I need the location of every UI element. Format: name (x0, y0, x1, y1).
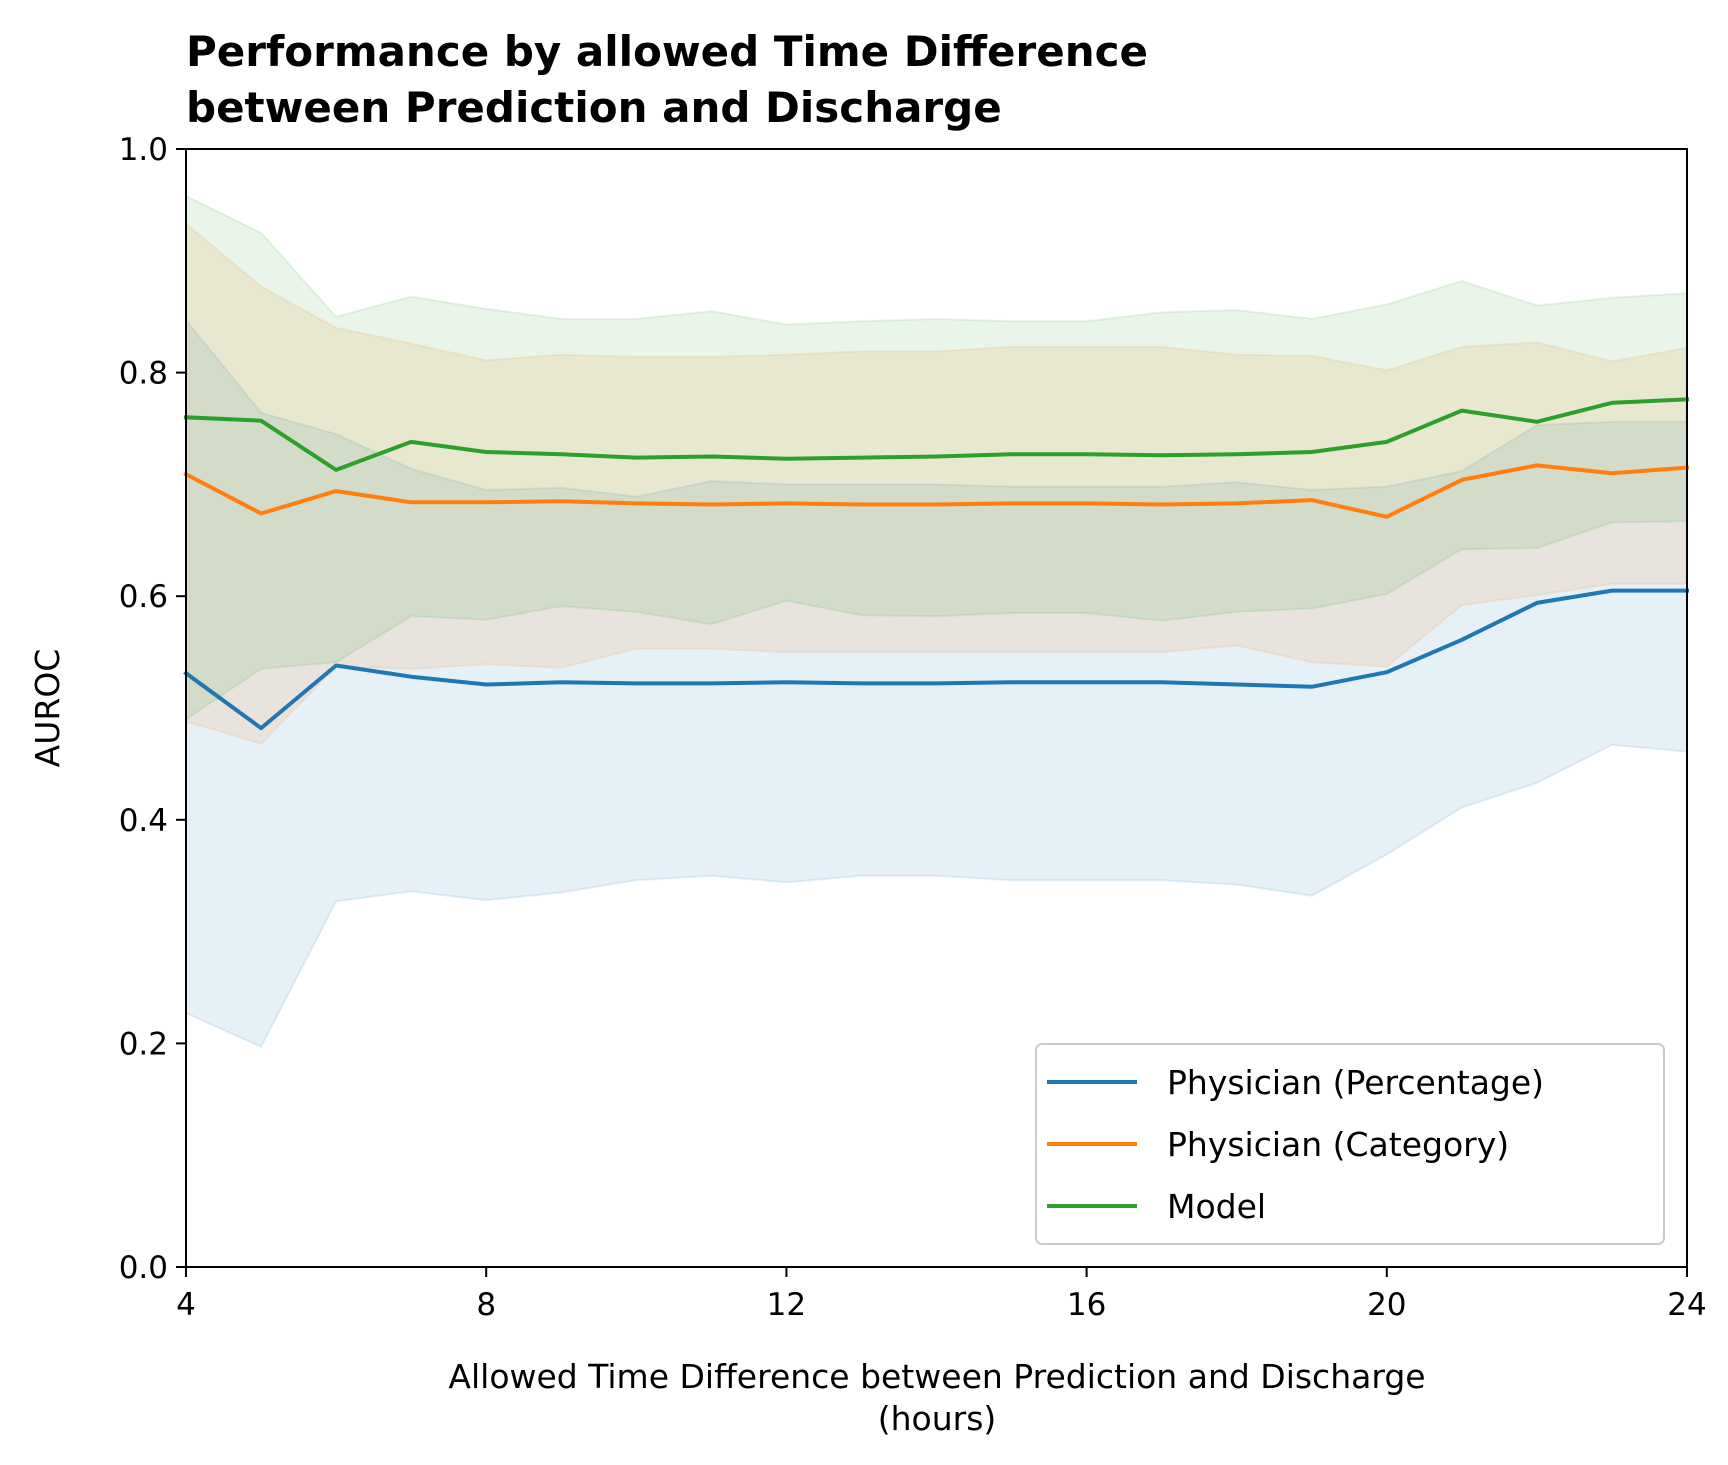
legend-label-2: Model (1167, 1187, 1266, 1226)
legend: Physician (Percentage) Physician (Categor… (1035, 1043, 1665, 1245)
y-tick-label: 0.2 (119, 1026, 168, 1062)
plot-frame (185, 148, 1688, 1268)
legend-label-0: Physician (Percentage) (1167, 1063, 1544, 1102)
x-tick-label: 16 (1067, 1287, 1106, 1323)
x-axis-label-line-2: (hours) (878, 1399, 997, 1438)
x-axis-label-line-1: Allowed Time Difference between Predicti… (448, 1357, 1425, 1396)
x-tick-label: 24 (1667, 1287, 1706, 1323)
x-tick-label: 4 (176, 1287, 196, 1323)
series-line-2 (183, 397, 1690, 472)
y-tick-label: 0.4 (119, 803, 168, 839)
chart-title-line-1: Performance by allowed Time Difference (186, 27, 1148, 76)
x-tick-label: 8 (476, 1287, 496, 1323)
x-tick-label: 12 (767, 1287, 806, 1323)
legend-label-1: Physician (Category) (1167, 1125, 1509, 1164)
series-lines (183, 397, 1690, 731)
legend-box (1035, 1043, 1665, 1245)
chart-title-line-2: between Prediction and Discharge (186, 83, 1002, 132)
y-tick-label: 0.8 (119, 356, 168, 392)
y-axis-label: AUROC (28, 649, 67, 768)
series-line-1 (183, 463, 1690, 519)
y-tick-label: 1.0 (119, 132, 168, 168)
series-line-0 (183, 588, 1689, 731)
x-tick-label: 20 (1367, 1287, 1406, 1323)
x-axis-ticks: 4 8 12 16 20 24 (176, 1267, 1707, 1323)
y-tick-label: 0.6 (119, 579, 168, 615)
y-tick-label: 0.0 (119, 1250, 168, 1286)
y-axis-ticks: 0.0 0.2 0.4 0.6 0.8 1.0 (119, 132, 186, 1286)
